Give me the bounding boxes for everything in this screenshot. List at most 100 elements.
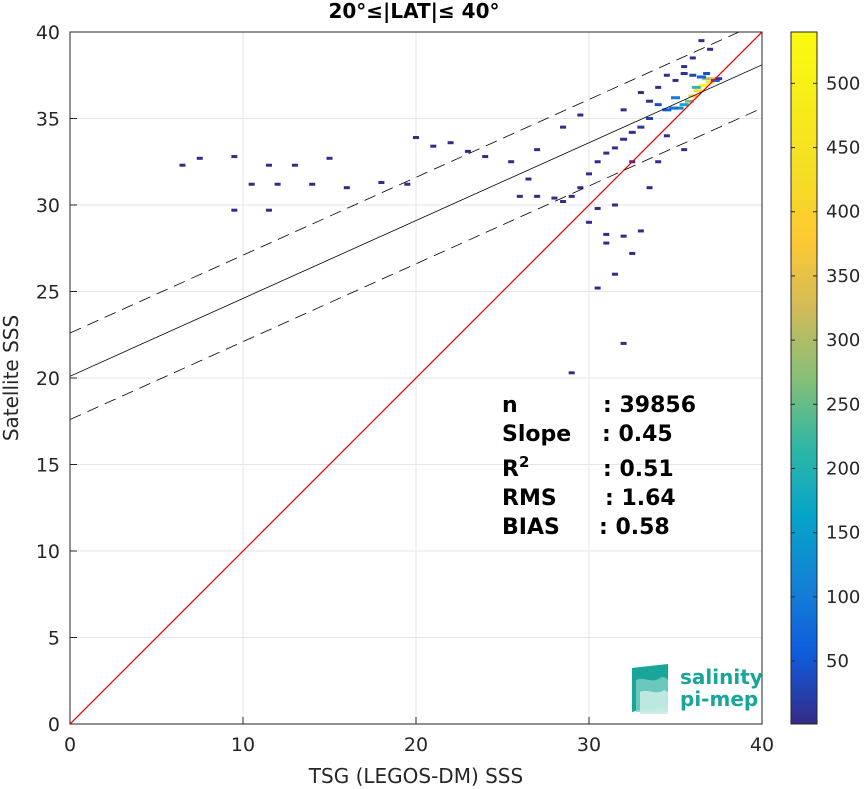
- x-axis-ticks: 0 10 20 30 40: [64, 717, 774, 756]
- density-cell: [326, 156, 333, 160]
- density-cell: [196, 156, 203, 160]
- density-cell: [689, 73, 697, 77]
- density-cell: [577, 186, 584, 190]
- density-cell: [430, 144, 437, 148]
- density-cell: [413, 136, 419, 140]
- colorbar-tick-label: 500: [826, 73, 860, 94]
- y-tick-label: 20: [36, 368, 60, 390]
- x-tick-label: 10: [231, 734, 255, 756]
- density-cell: [594, 286, 601, 290]
- density-cell: [525, 177, 532, 181]
- density-cell: [568, 371, 575, 375]
- density-cell: [179, 163, 186, 167]
- density-cell: [248, 182, 255, 186]
- colorbar-tick-label: 150: [826, 523, 860, 544]
- density-cell: [343, 186, 350, 190]
- density-cell: [620, 234, 627, 238]
- density-cell: [681, 65, 688, 69]
- density-cell: [560, 200, 567, 204]
- density-cell: [693, 89, 703, 93]
- density-cell: [646, 186, 653, 190]
- density-cell: [464, 149, 471, 153]
- density-cell: [482, 155, 489, 159]
- x-tick-label: 20: [404, 734, 428, 756]
- density-cell: [681, 148, 688, 152]
- density-cell: [691, 85, 701, 89]
- colorbar-ticks: 50 100 150 200 250 300 350 400 450 500: [791, 73, 860, 672]
- density-cell: [447, 141, 454, 145]
- density-cell: [663, 134, 670, 138]
- density-cell: [672, 78, 679, 82]
- density-cell: [679, 103, 689, 107]
- density-cell: [703, 72, 711, 76]
- x-tick-label: 0: [64, 734, 76, 756]
- x-tick-label: 30: [577, 734, 601, 756]
- density-cell: [231, 155, 238, 159]
- density-cell: [274, 182, 281, 186]
- stat-value: : 1.64: [605, 486, 676, 511]
- density-cell: [674, 106, 684, 110]
- density-cell: [611, 272, 618, 276]
- density-cell: [707, 47, 714, 51]
- density-cell: [646, 117, 654, 120]
- density-cell: [586, 220, 592, 224]
- density-cell: [577, 113, 584, 117]
- density-cell: [637, 229, 644, 233]
- salinity-pi-mep-logo: salinity pi-mep: [632, 664, 763, 714]
- y-axis-label: Satellite SSS: [0, 315, 23, 441]
- y-tick-label: 15: [36, 455, 60, 477]
- density-cell: [586, 172, 592, 176]
- density-cell: [508, 160, 515, 164]
- colorbar-tick-label: 450: [826, 138, 860, 159]
- density-cell: [702, 77, 712, 81]
- colorbar-tick-label: 350: [826, 266, 860, 287]
- density-cell: [611, 146, 618, 150]
- y-tick-label: 35: [36, 109, 60, 131]
- density-cell: [671, 96, 680, 100]
- density-cell: [684, 99, 694, 103]
- x-axis-label: TSG (LEGOS-DM) SSS: [308, 764, 523, 788]
- stat-label: BIAS: [502, 515, 560, 540]
- stat-label: n: [502, 393, 518, 418]
- density-cell: [662, 108, 672, 112]
- density-cell: [551, 196, 558, 200]
- fit+band-line: [70, 32, 740, 334]
- colorbar-tick-label: 50: [826, 651, 849, 672]
- logo-line1: salinity: [680, 665, 763, 689]
- density-cell: [646, 99, 654, 103]
- density-cell: [534, 194, 541, 198]
- y-tick-label: 40: [36, 22, 60, 44]
- stat-label: Slope: [502, 422, 571, 447]
- density-cell: [620, 341, 627, 345]
- density-cell: [560, 125, 567, 129]
- density-cell: [715, 77, 723, 81]
- density-cell: [603, 232, 610, 236]
- density-cell: [680, 72, 688, 76]
- density-cell: [669, 106, 679, 110]
- density-cell: [378, 181, 385, 185]
- stat-value: : 39856: [603, 393, 696, 418]
- density-cell: [655, 85, 662, 89]
- stat-value: : 0.58: [599, 515, 670, 540]
- density-cell: [620, 137, 628, 141]
- density-cell: [291, 163, 298, 167]
- density-cell: [698, 84, 708, 88]
- density-cell: [655, 160, 662, 164]
- density-cell: [654, 103, 662, 107]
- density-cell: [265, 163, 272, 167]
- y-tick-label: 25: [36, 282, 60, 304]
- density-cell: [534, 148, 541, 152]
- density-cell: [628, 130, 636, 134]
- density-cell: [637, 91, 644, 95]
- colorbar: [790, 31, 818, 725]
- colorbar-tick-label: 400: [826, 202, 860, 223]
- y-tick-label: 5: [48, 628, 60, 650]
- density-cell: [709, 77, 719, 81]
- chart-title: 20°≤|LAT|≤ 40°: [328, 0, 499, 23]
- colorbar-tick-label: 250: [826, 394, 860, 415]
- colorbar-tick-label: 100: [826, 587, 860, 608]
- stat-value: : 0.45: [602, 422, 673, 447]
- density-cell: [710, 78, 720, 82]
- stat-label: RMS: [502, 486, 557, 511]
